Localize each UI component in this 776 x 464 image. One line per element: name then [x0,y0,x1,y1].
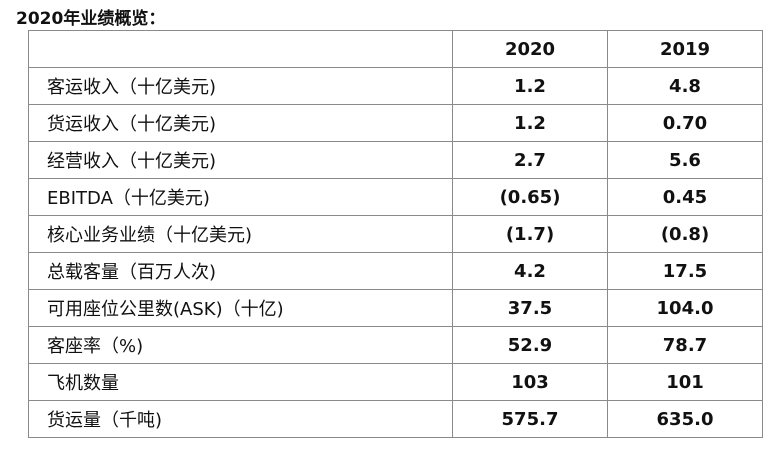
value-2020: 103 [453,364,608,401]
page-title: 2020年业绩概览： [16,4,165,29]
table-row: 飞机数量 103 101 [29,364,763,401]
row-label: 货运量（千吨) [29,401,453,438]
value-2019: 101 [608,364,763,401]
table-row: 总载客量（百万人次) 4.2 17.5 [29,253,763,290]
value-2020: (0.65) [453,179,608,216]
row-label: EBITDA（十亿美元) [29,179,453,216]
header-2019: 2019 [608,31,763,68]
value-2019: 17.5 [608,253,763,290]
table-header-row: 2020 2019 [29,31,763,68]
table-row: 核心业务业绩（十亿美元) (1.7) (0.8) [29,216,763,253]
value-2020: (1.7) [453,216,608,253]
row-label: 货运收入（十亿美元) [29,105,453,142]
row-label: 总载客量（百万人次) [29,253,453,290]
table-row: EBITDA（十亿美元) (0.65) 0.45 [29,179,763,216]
value-2019: (0.8) [608,216,763,253]
value-2020: 2.7 [453,142,608,179]
row-label: 可用座位公里数(ASK)（十亿) [29,290,453,327]
table-row: 客座率（%) 52.9 78.7 [29,327,763,364]
performance-table: 2020 2019 客运收入（十亿美元) 1.2 4.8 货运收入（十亿美元) … [28,30,763,438]
value-2020: 52.9 [453,327,608,364]
value-2019: 5.6 [608,142,763,179]
value-2019: 635.0 [608,401,763,438]
value-2020: 1.2 [453,105,608,142]
value-2019: 78.7 [608,327,763,364]
value-2020: 1.2 [453,68,608,105]
table-row: 经营收入（十亿美元) 2.7 5.6 [29,142,763,179]
table-row: 可用座位公里数(ASK)（十亿) 37.5 104.0 [29,290,763,327]
value-2020: 37.5 [453,290,608,327]
table-row: 货运量（千吨) 575.7 635.0 [29,401,763,438]
value-2019: 0.70 [608,105,763,142]
value-2019: 0.45 [608,179,763,216]
value-2020: 575.7 [453,401,608,438]
row-label: 飞机数量 [29,364,453,401]
header-label-column [29,31,453,68]
row-label: 核心业务业绩（十亿美元) [29,216,453,253]
row-label: 经营收入（十亿美元) [29,142,453,179]
value-2019: 4.8 [608,68,763,105]
table-row: 货运收入（十亿美元) 1.2 0.70 [29,105,763,142]
row-label: 客运收入（十亿美元) [29,68,453,105]
header-2020: 2020 [453,31,608,68]
row-label: 客座率（%) [29,327,453,364]
table-row: 客运收入（十亿美元) 1.2 4.8 [29,68,763,105]
value-2020: 4.2 [453,253,608,290]
value-2019: 104.0 [608,290,763,327]
